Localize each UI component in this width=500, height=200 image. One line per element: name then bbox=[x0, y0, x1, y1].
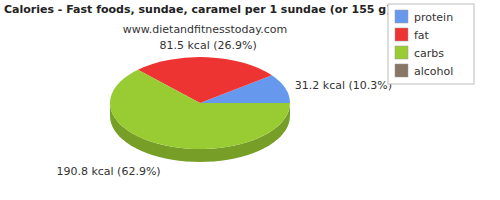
slice bbox=[110, 70, 290, 149]
data-label: 190.8 kcal (62.9%) bbox=[56, 165, 160, 178]
legend-swatch bbox=[395, 64, 408, 77]
legend-label: alcohol bbox=[414, 65, 453, 78]
legend-swatch bbox=[395, 28, 408, 41]
legend-label: fat bbox=[414, 29, 430, 42]
slice bbox=[200, 103, 290, 104]
legend-label: protein bbox=[414, 11, 453, 24]
chart: Calories - Fast foods, sundae, caramel p… bbox=[0, 0, 500, 200]
legend-label: carbs bbox=[414, 47, 444, 60]
data-label: 81.5 kcal (26.9%) bbox=[159, 39, 256, 52]
subtitle: www.dietandfitnesstoday.com bbox=[123, 23, 287, 36]
legend-box bbox=[388, 4, 474, 84]
title: Calories - Fast foods, sundae, caramel p… bbox=[4, 3, 391, 16]
legend-swatch bbox=[395, 46, 408, 59]
legend-swatch bbox=[395, 10, 408, 23]
data-label: 31.2 kcal (10.3%) bbox=[295, 79, 392, 92]
pie-top bbox=[110, 57, 290, 149]
legend: protein fat carbs alcohol bbox=[388, 4, 474, 84]
plot bbox=[110, 57, 290, 162]
